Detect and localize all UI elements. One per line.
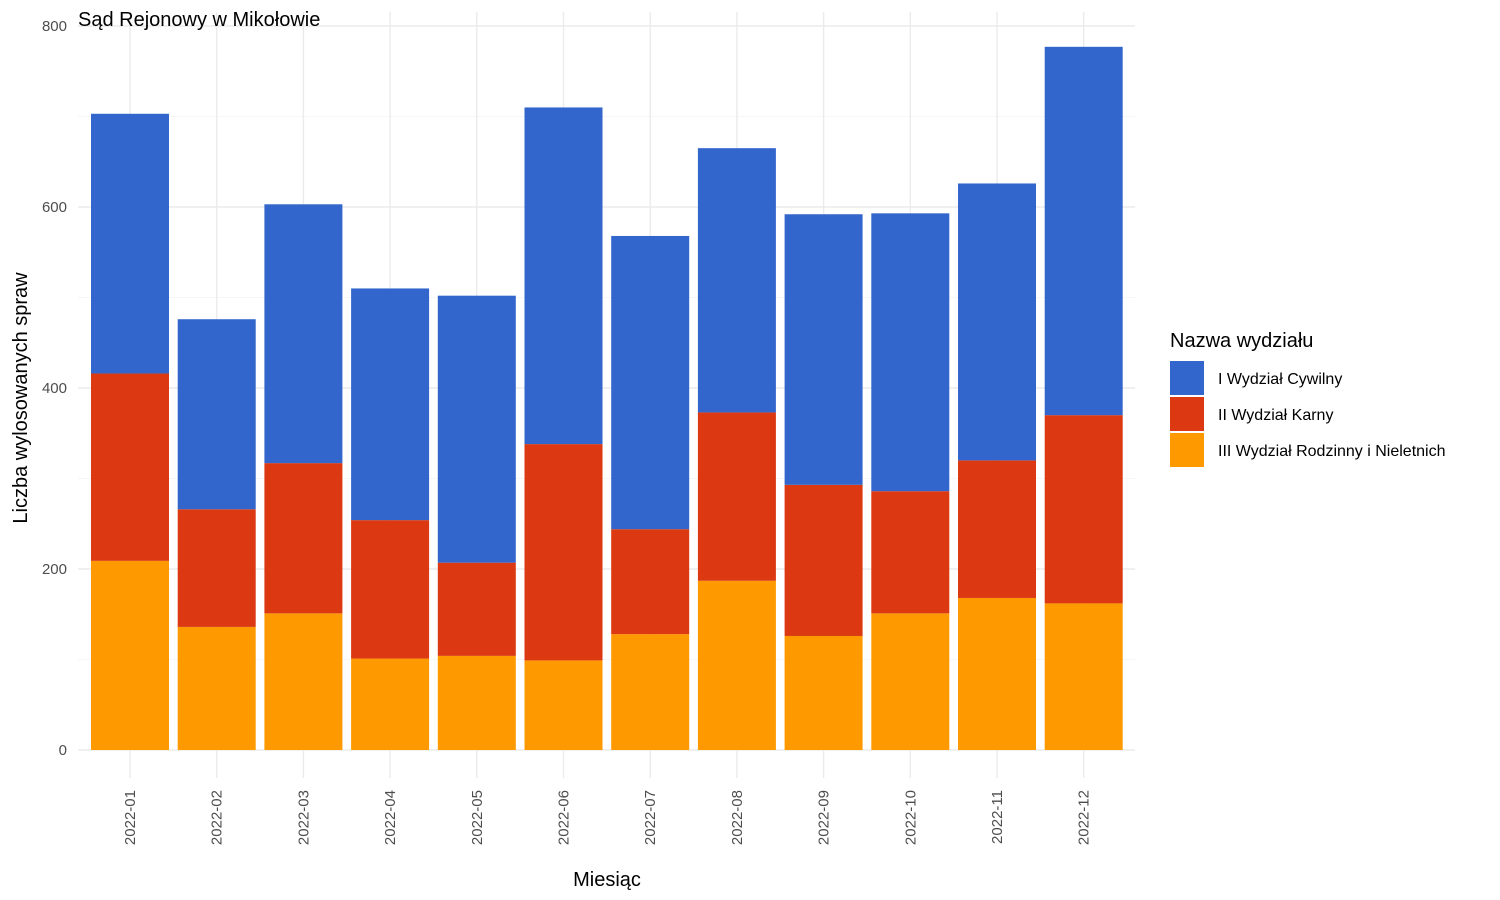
bar-segment (524, 444, 603, 661)
bar-segment (177, 626, 256, 750)
bar-segment (351, 658, 430, 750)
bar-segment (91, 113, 169, 374)
bar-segment (437, 562, 516, 656)
bar-segment (611, 529, 690, 635)
bar-segment (351, 520, 430, 659)
legend-entry: III Wydział Rodzinny i Nieletnich (1218, 443, 1446, 460)
y-tick-label: 200 (42, 561, 67, 578)
bar-segment (784, 484, 863, 636)
bar-segment (524, 660, 603, 750)
x-tick-label: 2022-07 (642, 790, 659, 845)
bar-segment (871, 613, 950, 750)
x-tick-label: 2022-12 (1076, 790, 1093, 845)
bar-segment (784, 214, 863, 485)
y-tick-label: 600 (42, 199, 67, 216)
x-tick-label: 2022-04 (382, 790, 399, 845)
bar-segment (697, 148, 776, 413)
x-tick-label: 2022-08 (729, 790, 746, 845)
bar-segment (958, 183, 1036, 461)
legend-entry: II Wydział Karny (1218, 407, 1333, 424)
bar-segment (91, 560, 169, 750)
bar-segment (264, 204, 343, 464)
y-axis-ticks: 0 200 400 600 800 (42, 18, 67, 759)
bar-segment (784, 635, 863, 750)
legend-entry: I Wydział Cywilny (1218, 371, 1342, 388)
bar-segment (1044, 415, 1123, 604)
bar-segment (1044, 46, 1123, 416)
bar-segment (177, 509, 256, 627)
x-tick-label: 2022-03 (295, 790, 312, 845)
bar-segment (437, 655, 516, 750)
legend-title: Nazwa wydziału (1170, 330, 1313, 352)
bar-segment (524, 107, 603, 445)
x-tick-label: 2022-09 (816, 790, 833, 845)
y-axis-title: Liczba wylosowanych spraw (10, 272, 32, 524)
bar-segment (697, 580, 776, 750)
chart-title: Sąd Rejonowy w Mikołowie (78, 9, 320, 31)
bar-segment (958, 597, 1036, 750)
legend-swatch (1170, 361, 1204, 395)
y-tick-label: 400 (42, 380, 67, 397)
bar-segment (871, 213, 950, 492)
bar-segment (1044, 603, 1123, 750)
bar-segment (91, 373, 169, 561)
bar-segment (351, 288, 430, 521)
legend-swatch (1170, 433, 1204, 467)
x-tick-label: 2022-02 (209, 790, 226, 845)
bar-segment (611, 235, 690, 530)
bar-segment (871, 491, 950, 614)
bars (91, 46, 1123, 750)
y-tick-label: 800 (42, 18, 67, 35)
x-tick-label: 2022-10 (902, 790, 919, 845)
legend: Nazwa wydziału I Wydział Cywilny II Wydzi… (1170, 330, 1446, 467)
y-tick-label: 0 (59, 742, 67, 759)
x-axis-ticks: 2022-01 2022-02 2022-03 2022-04 2022-05 2022-… (122, 790, 1093, 845)
x-tick-label: 2022-11 (989, 790, 1006, 844)
bar-segment (437, 295, 516, 563)
x-tick-label: 2022-06 (556, 790, 573, 845)
x-tick-label: 2022-05 (469, 790, 486, 845)
x-tick-label: 2022-01 (122, 790, 139, 845)
bar-segment (264, 463, 343, 614)
legend-swatch (1170, 397, 1204, 431)
bar-segment (611, 634, 690, 750)
bar-segment (177, 319, 256, 510)
x-axis-title: Miesiąc (573, 869, 641, 891)
bar-segment (958, 460, 1036, 598)
bar-segment (697, 412, 776, 581)
bar-segment (264, 613, 343, 750)
